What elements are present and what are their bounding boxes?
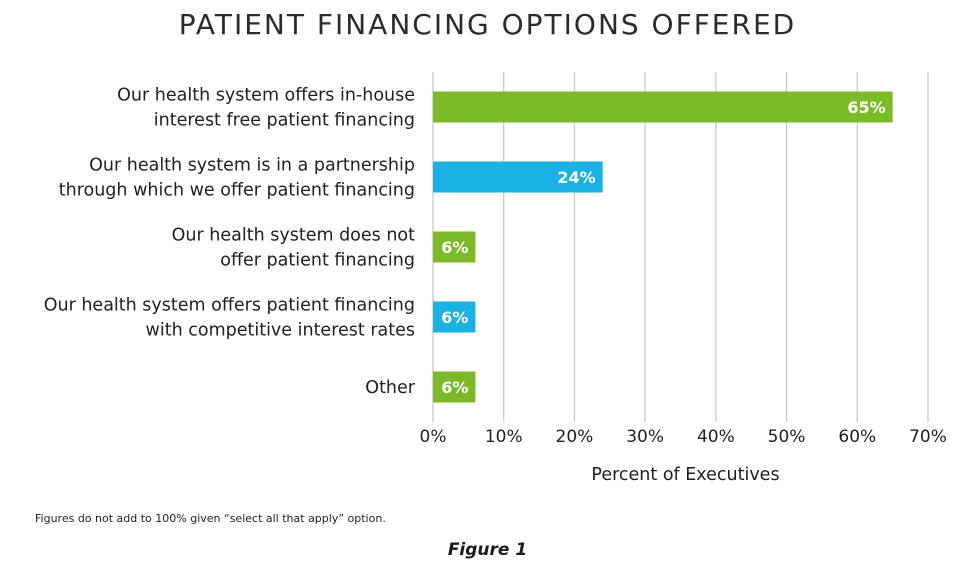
bar (433, 301, 476, 333)
category-label: offer patient financing (220, 251, 415, 271)
category-label: Other (365, 378, 415, 398)
category-label: with competitive interest rates (146, 321, 415, 341)
bar-value-label: 24% (557, 168, 595, 187)
category-label: Our health system does not (172, 226, 415, 246)
bar-chart: 0% 10% 20% 30% 40% 50% 60% 70% 65% Our health sys… (44, 72, 947, 485)
bar-value-label: 65% (847, 98, 885, 117)
category-label: Our health system offers patient financi… (44, 296, 415, 316)
x-tick-label: 70% (909, 427, 947, 447)
x-tick-label: 60% (838, 427, 876, 447)
category-label: Our health system offers in-house (117, 86, 415, 106)
category-label: through which we offer patient financing (59, 181, 415, 201)
bar (433, 371, 476, 403)
category-label: interest free patient financing (154, 111, 415, 131)
x-tick-label: 0% (420, 427, 447, 447)
bar-value-label: 6% (441, 378, 468, 397)
figure-caption: Figure 1 (447, 540, 528, 560)
bar (433, 231, 476, 263)
x-tick-label: 30% (626, 427, 664, 447)
category-label: Our health system is in a partnership (89, 156, 415, 176)
footnote: Figures do not add to 100% given “select… (35, 512, 386, 525)
chart-title: PATIENT FINANCING OPTIONS OFFERED (178, 8, 797, 41)
x-tick-label: 10% (485, 427, 523, 447)
bar-value-label: 6% (441, 308, 468, 327)
x-tick-label: 50% (768, 427, 806, 447)
bar (433, 91, 893, 123)
bar (433, 161, 603, 193)
x-tick-label: 20% (556, 427, 594, 447)
bar-value-label: 6% (441, 238, 468, 257)
x-tick-label: 40% (697, 427, 735, 447)
x-axis-title: Percent of Executives (591, 465, 779, 485)
